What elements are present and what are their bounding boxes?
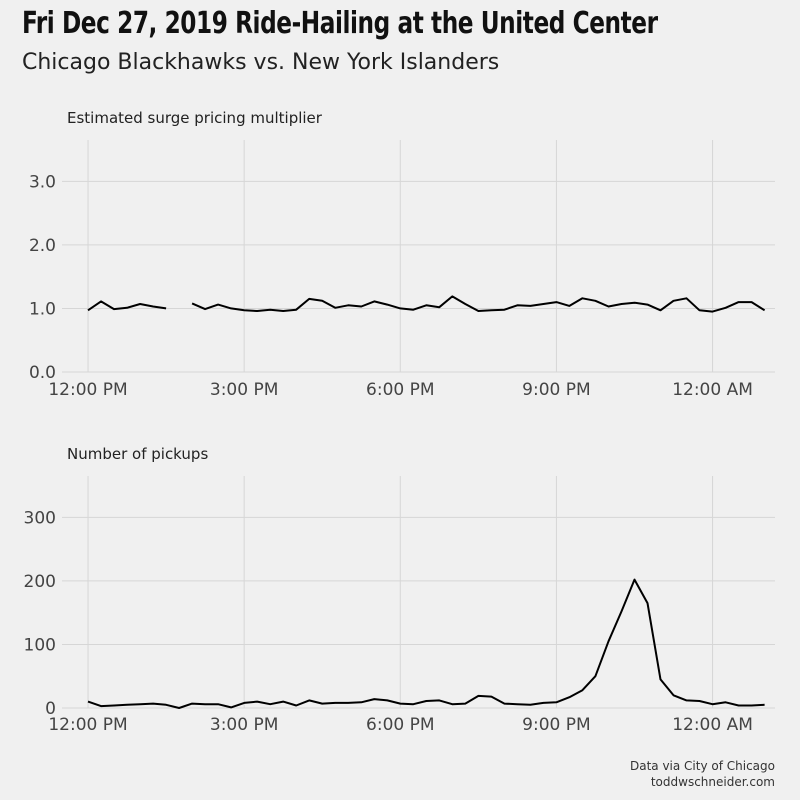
pickups-x-tick-label: 12:00 PM xyxy=(48,715,127,735)
pickups-x-tick-label: 3:00 PM xyxy=(210,715,279,735)
pickups-y-tick-label: 0 xyxy=(45,699,56,719)
surge-x-tick-label: 12:00 AM xyxy=(672,380,753,400)
pickups-y-tick-label: 300 xyxy=(24,508,56,528)
chart-subtitle: Chicago Blackhawks vs. New York Islander… xyxy=(22,50,500,75)
caption-site: toddwschneider.com xyxy=(650,775,775,789)
panel-title-surge: Estimated surge pricing multiplier xyxy=(67,109,322,127)
chart-title: Fri Dec 27, 2019 Ride-Hailing at the Uni… xyxy=(22,6,658,41)
pickups-y-tick-label: 200 xyxy=(24,572,56,592)
pickups-panel: 12:00 PM 3:00 PM 6:00 PM 9:00 PM 12:00 AM 0 10… xyxy=(24,476,775,735)
caption: Data via City of Chicago toddwschneider.… xyxy=(630,758,775,790)
surge-series-line xyxy=(87,295,766,313)
caption-source: Data via City of Chicago xyxy=(629,759,775,773)
surge-x-tick-label: 9:00 PM xyxy=(522,380,591,400)
surge-y-tick-label: 2.0 xyxy=(29,236,56,256)
surge-y-tick-label: 3.0 xyxy=(29,172,56,192)
panel-title-pickups: Number of pickups xyxy=(67,445,209,463)
surge-x-tick-label: 3:00 PM xyxy=(210,380,279,400)
surge-x-tick-label: 12:00 PM xyxy=(48,380,127,400)
pickups-x-tick-label: 9:00 PM xyxy=(522,715,591,735)
surge-y-tick-label: 0.0 xyxy=(29,363,56,383)
pickups-x-tick-label: 12:00 AM xyxy=(672,715,753,735)
surge-panel: 12:00 PM 3:00 PM 6:00 PM 9:00 PM 12:00 AM 0.0… xyxy=(29,140,775,400)
surge-x-tick-label: 6:00 PM xyxy=(366,380,435,400)
pickups-y-tick-label: 100 xyxy=(24,635,56,655)
surge-y-tick-label: 1.0 xyxy=(29,299,56,319)
pickups-x-tick-label: 6:00 PM xyxy=(366,715,435,735)
pickups-series-line xyxy=(87,578,765,709)
